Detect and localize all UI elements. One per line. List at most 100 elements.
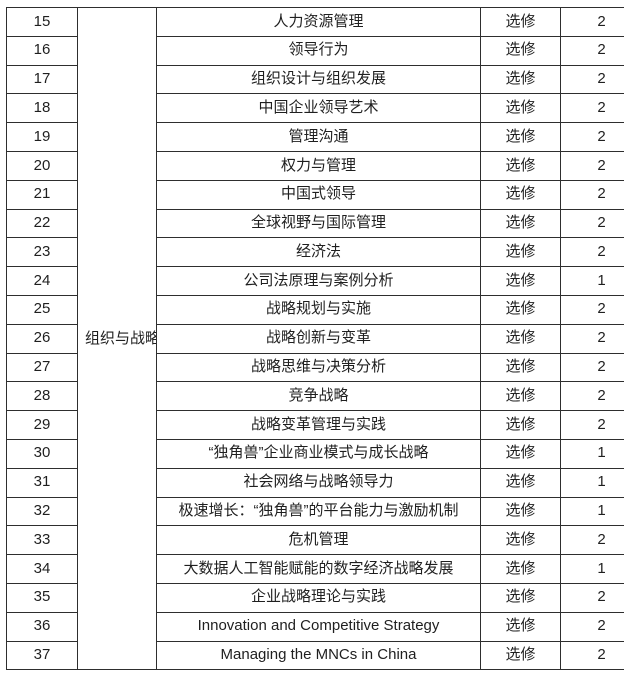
course-table: 15 组织与战略 人力资源管理 选修 2 16 领导行为 选修 2 17 组织设计与组织发展 选修 2 1… (6, 6, 624, 671)
table-row: 16 领导行为 选修 2 (6, 35, 624, 66)
course-type-cell: 选修 (480, 179, 561, 210)
course-type-cell: 选修 (480, 410, 561, 440)
row-number-cell: 29 (6, 410, 78, 440)
credit-cell: 1 (560, 496, 624, 527)
category-cell: 组织与战略 (77, 6, 157, 671)
course-name-cell: 经济法 (156, 237, 481, 268)
course-name-cell: 领导行为 (156, 35, 481, 66)
row-number-cell: 33 (6, 525, 78, 556)
course-type-cell: 选修 (480, 438, 561, 469)
table-row: 26 战略创新与变革 选修 2 (6, 323, 624, 354)
credit-cell: 2 (560, 7, 624, 37)
row-number-cell: 18 (6, 93, 78, 124)
course-name-cell: 战略变革管理与实践 (156, 410, 481, 440)
course-name-cell: 中国企业领导艺术 (156, 93, 481, 124)
table-row: 25 战略规划与实施 选修 2 (6, 294, 624, 325)
course-type-cell: 选修 (480, 611, 561, 642)
credit-cell: 2 (560, 179, 624, 210)
table-row: 20 权力与管理 选修 2 (6, 150, 624, 181)
credit-cell: 2 (560, 93, 624, 124)
row-number-cell: 30 (6, 438, 78, 469)
course-name-cell: 中国式领导 (156, 179, 481, 210)
table-row: 35 企业战略理论与实践 选修 2 (6, 582, 624, 613)
credit-cell: 2 (560, 582, 624, 613)
course-name-cell: 极速增长：“独角兽”的平台能力与激励机制 (156, 496, 481, 527)
credit-cell: 2 (560, 410, 624, 440)
table-row: 30 “独角兽”企业商业模式与成长战略 选修 1 (6, 438, 624, 469)
course-name-cell: 管理沟通 (156, 122, 481, 152)
row-number-cell: 28 (6, 381, 78, 412)
course-name-cell: 竞争战略 (156, 381, 481, 412)
table-row: 31 社会网络与战略领导力 选修 1 (6, 467, 624, 498)
credit-cell: 2 (560, 611, 624, 642)
credit-cell: 2 (560, 64, 624, 95)
course-type-cell: 选修 (480, 323, 561, 354)
course-name-cell: Managing the MNCs in China (156, 640, 481, 671)
credit-cell: 2 (560, 525, 624, 556)
course-name-cell: 人力资源管理 (156, 7, 481, 37)
course-type-cell: 选修 (480, 237, 561, 268)
row-number-cell: 34 (6, 554, 78, 584)
course-name-cell: 社会网络与战略领导力 (156, 467, 481, 498)
course-type-cell: 选修 (480, 467, 561, 498)
course-name-cell: 大数据人工智能赋能的数字经济战略发展 (156, 554, 481, 584)
course-type-cell: 选修 (480, 122, 561, 152)
course-type-cell: 选修 (480, 582, 561, 613)
course-name-cell: 危机管理 (156, 525, 481, 556)
row-number-cell: 26 (6, 323, 78, 354)
course-name-cell: 权力与管理 (156, 150, 481, 181)
table-row: 33 危机管理 选修 2 (6, 525, 624, 556)
row-number-cell: 32 (6, 496, 78, 527)
credit-cell: 2 (560, 122, 624, 152)
course-name-cell: “独角兽”企业商业模式与成长战略 (156, 438, 481, 469)
course-type-cell: 选修 (480, 7, 561, 37)
credit-cell: 1 (560, 438, 624, 469)
course-name-cell: 战略创新与变革 (156, 323, 481, 354)
credit-cell: 2 (560, 352, 624, 383)
course-table-body: 15 组织与战略 人力资源管理 选修 2 16 领导行为 选修 2 17 组织设计与组织发展 选修 2 1… (6, 6, 624, 671)
course-type-cell: 选修 (480, 496, 561, 527)
credit-cell: 2 (560, 640, 624, 671)
course-type-cell: 选修 (480, 35, 561, 66)
row-number-cell: 15 (6, 7, 78, 37)
row-number-cell: 25 (6, 294, 78, 325)
table-row: 32 极速增长：“独角兽”的平台能力与激励机制 选修 1 (6, 496, 624, 527)
course-type-cell: 选修 (480, 294, 561, 325)
course-name-cell: 战略思维与决策分析 (156, 352, 481, 383)
course-name-cell: 公司法原理与案例分析 (156, 266, 481, 296)
row-number-cell: 27 (6, 352, 78, 383)
course-name-cell: 全球视野与国际管理 (156, 208, 481, 239)
table-row: 15 组织与战略 人力资源管理 选修 2 (6, 6, 624, 671)
course-type-cell: 选修 (480, 208, 561, 239)
row-number-cell: 16 (6, 35, 78, 66)
course-type-cell: 选修 (480, 64, 561, 95)
row-number-cell: 17 (6, 64, 78, 95)
credit-cell: 2 (560, 294, 624, 325)
row-number-cell: 37 (6, 640, 78, 671)
credit-cell: 2 (560, 35, 624, 66)
row-number-cell: 21 (6, 179, 78, 210)
credit-cell: 1 (560, 554, 624, 584)
credit-cell: 2 (560, 150, 624, 181)
table-row: 19 管理沟通 选修 2 (6, 122, 624, 152)
credit-cell: 1 (560, 467, 624, 498)
row-number-cell: 36 (6, 611, 78, 642)
table-row: 27 战略思维与决策分析 选修 2 (6, 352, 624, 383)
course-type-cell: 选修 (480, 525, 561, 556)
course-name-cell: Innovation and Competitive Strategy (156, 611, 481, 642)
course-name-cell: 战略规划与实施 (156, 294, 481, 325)
credit-cell: 2 (560, 237, 624, 268)
row-number-cell: 23 (6, 237, 78, 268)
table-row: 21 中国式领导 选修 2 (6, 179, 624, 210)
row-number-cell: 24 (6, 266, 78, 296)
course-name-cell: 企业战略理论与实践 (156, 582, 481, 613)
credit-cell: 2 (560, 323, 624, 354)
table-row: 36 Innovation and Competitive Strategy 选修 2 (6, 611, 624, 642)
course-type-cell: 选修 (480, 352, 561, 383)
course-type-cell: 选修 (480, 554, 561, 584)
row-number-cell: 19 (6, 122, 78, 152)
credit-cell: 2 (560, 208, 624, 239)
credit-cell: 2 (560, 381, 624, 412)
category-label: 组织与战略 (85, 329, 157, 347)
